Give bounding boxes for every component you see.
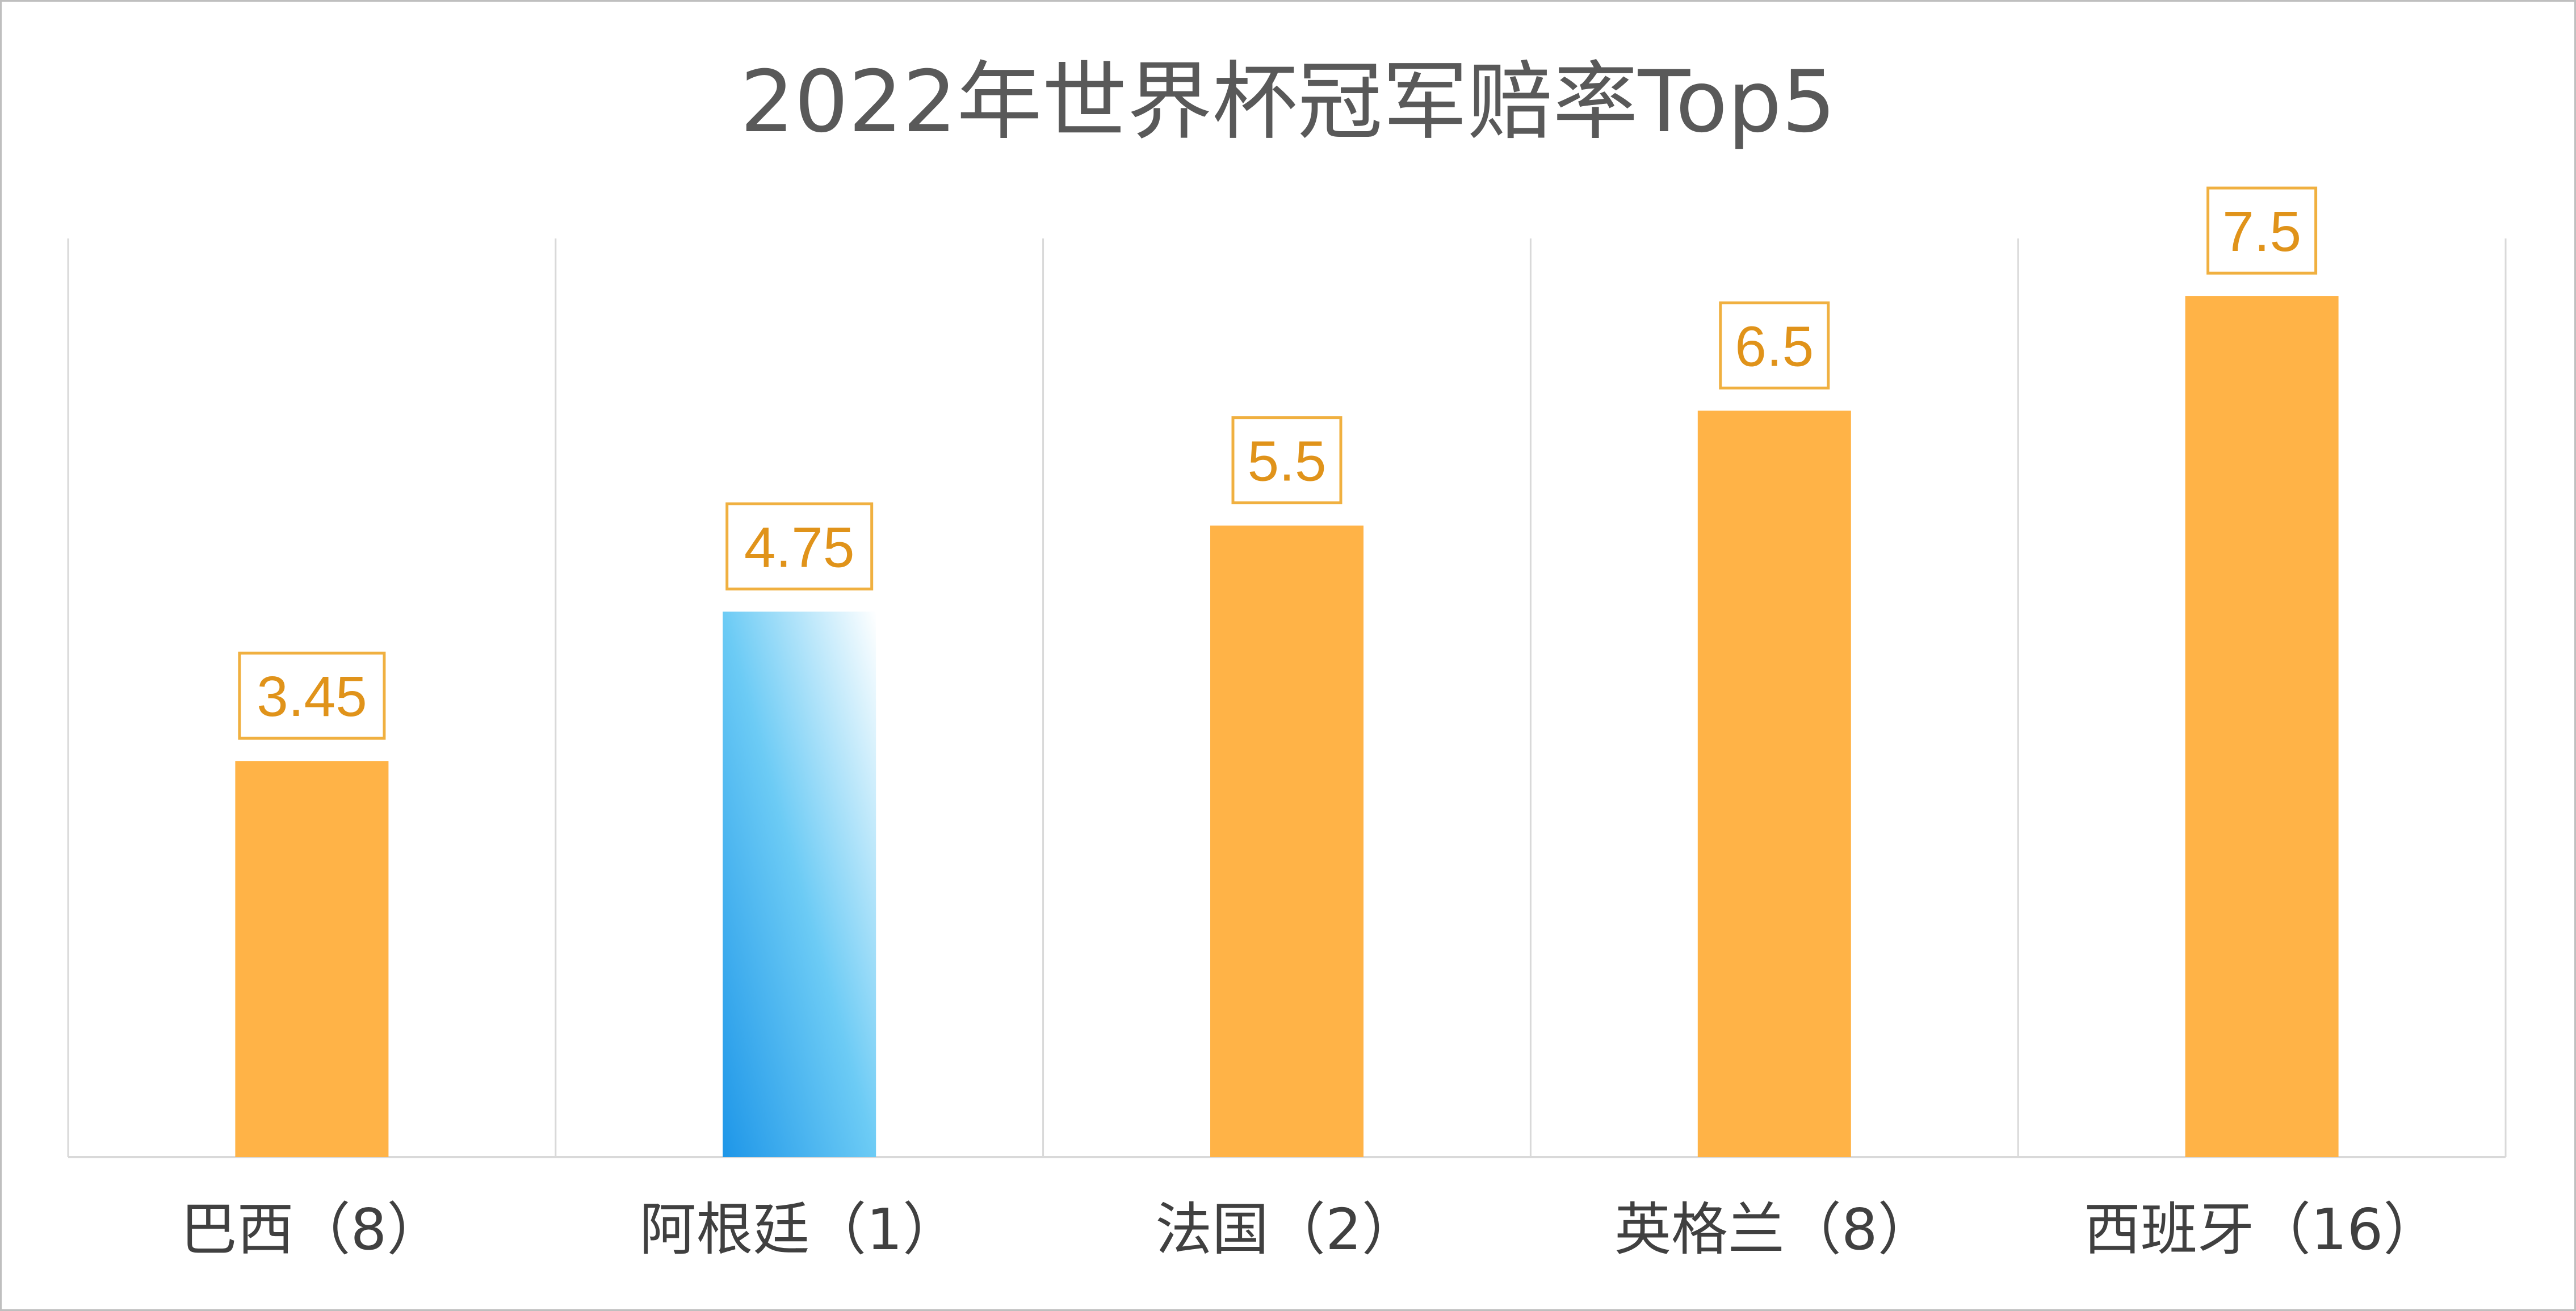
bar-1: [235, 761, 389, 1157]
data-labels: 3.45 4.75 5.5 6.5 7.5: [238, 186, 2318, 740]
data-label-3: 5.5: [1247, 430, 1326, 493]
data-label-5: 7.5: [2222, 200, 2301, 263]
data-label-box-3: [1231, 416, 1342, 505]
bars: [235, 296, 2339, 1157]
bar-4: [1697, 411, 1851, 1157]
category-label-3: 法国（2）: [1155, 1196, 1419, 1263]
chart-title: 2022年世界杯冠军赔率Top5: [740, 53, 1836, 152]
data-label-box-2: [725, 502, 874, 590]
data-label-4: 6.5: [1735, 315, 1814, 378]
data-label-1: 3.45: [257, 665, 367, 728]
data-label-box-4: [1719, 301, 1830, 389]
bar-3: [1210, 525, 1363, 1157]
data-label-box-5: [2206, 186, 2318, 275]
bar-2: [723, 611, 876, 1157]
category-label-5: 西班牙（16）: [2084, 1196, 2440, 1263]
data-label-box-1: [238, 651, 386, 740]
category-label-2: 阿根廷（1）: [639, 1196, 959, 1263]
category-label-1: 巴西（8）: [181, 1196, 444, 1263]
category-label-4: 英格兰（8）: [1614, 1196, 1935, 1263]
data-label-2: 4.75: [744, 516, 855, 579]
category-labels: 巴西（8） 阿根廷（1） 法国（2） 英格兰（8） 西班牙（16）: [181, 1196, 2440, 1263]
bar-5: [2185, 296, 2339, 1157]
